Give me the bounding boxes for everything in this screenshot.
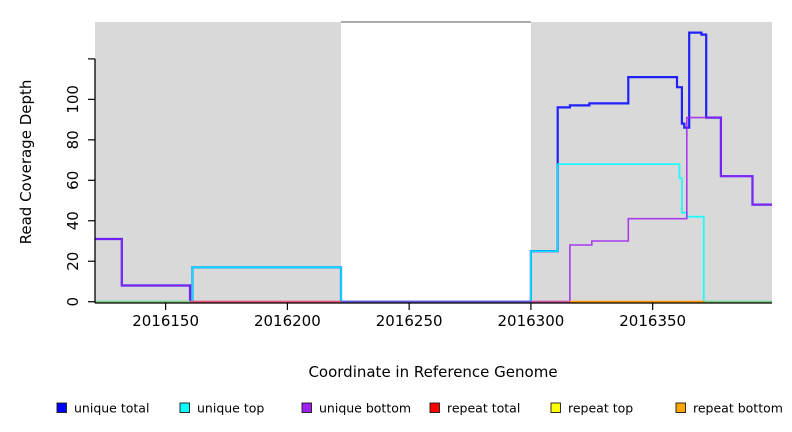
legend-swatch bbox=[429, 402, 440, 413]
x-tick-label: 2016350 bbox=[619, 312, 686, 330]
legend-item-repeat-bottom: repeat bottom bbox=[675, 401, 783, 416]
legend-swatch bbox=[301, 402, 312, 413]
x-tick-label: 2016250 bbox=[376, 312, 443, 330]
y-tick-label: 0 bbox=[64, 297, 82, 307]
legend-swatch bbox=[56, 402, 67, 413]
legend-label: repeat top bbox=[568, 401, 633, 416]
x-tick-label: 2016150 bbox=[132, 312, 199, 330]
legend-label: repeat total bbox=[447, 401, 520, 416]
legend-label: unique top bbox=[197, 401, 264, 416]
legend-item-unique-top: unique top bbox=[179, 401, 264, 416]
legend-swatch bbox=[179, 402, 190, 413]
x-tick-label: 2016200 bbox=[254, 312, 321, 330]
legend-item-repeat-total: repeat total bbox=[429, 401, 520, 416]
x-axis-label: Coordinate in Reference Genome bbox=[308, 363, 557, 381]
legend-label: repeat bottom bbox=[693, 401, 783, 416]
y-axis-label: Read Coverage Depth bbox=[17, 80, 35, 245]
y-tick-label: 60 bbox=[64, 171, 82, 190]
legend-label: unique bottom bbox=[319, 401, 411, 416]
shaded-region bbox=[530, 22, 772, 303]
legend-swatch bbox=[550, 402, 561, 413]
y-tick-label: 80 bbox=[64, 130, 82, 149]
series-unique-top bbox=[95, 163, 772, 303]
legend: unique total unique top unique bottom repea… bbox=[56, 401, 783, 416]
x-tick-label: 2016300 bbox=[498, 312, 565, 330]
y-tick-label: 20 bbox=[64, 252, 82, 271]
y-tick-label: 100 bbox=[64, 85, 82, 114]
legend-item-unique-total: unique total bbox=[56, 401, 149, 416]
series-unique-bottom bbox=[95, 116, 772, 303]
legend-item-unique-bottom: unique bottom bbox=[301, 401, 411, 416]
legend-label: unique total bbox=[74, 401, 149, 416]
legend-item-repeat-top: repeat top bbox=[550, 401, 633, 416]
y-tick-label: 40 bbox=[64, 211, 82, 230]
shaded-region bbox=[95, 22, 341, 303]
legend-swatch bbox=[675, 402, 686, 413]
